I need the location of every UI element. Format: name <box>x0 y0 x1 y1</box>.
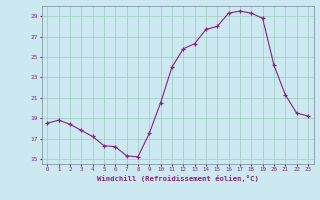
X-axis label: Windchill (Refroidissement éolien,°C): Windchill (Refroidissement éolien,°C) <box>97 175 259 182</box>
